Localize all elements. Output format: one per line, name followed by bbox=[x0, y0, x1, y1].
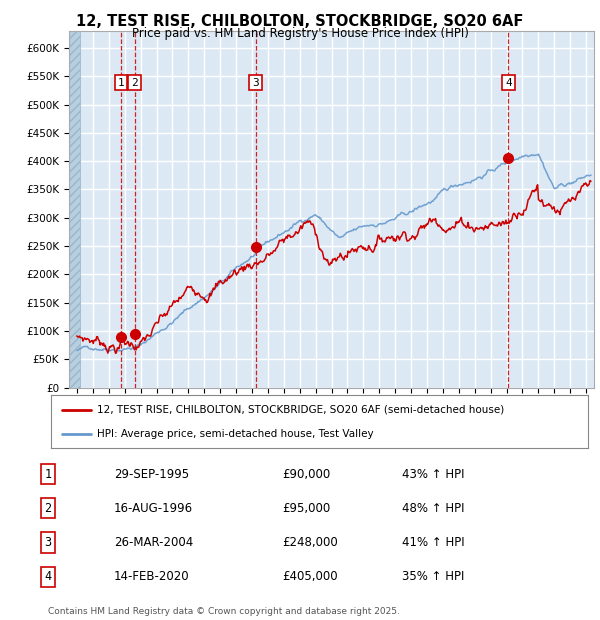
Text: 3: 3 bbox=[44, 536, 52, 549]
Text: 16-AUG-1996: 16-AUG-1996 bbox=[114, 502, 193, 515]
Bar bbox=[69, 25, 80, 388]
Text: 3: 3 bbox=[252, 78, 259, 87]
Text: 43% ↑ HPI: 43% ↑ HPI bbox=[402, 468, 464, 481]
Text: £405,000: £405,000 bbox=[282, 570, 338, 583]
Text: 4: 4 bbox=[505, 78, 512, 87]
Text: 12, TEST RISE, CHILBOLTON, STOCKBRIDGE, SO20 6AF: 12, TEST RISE, CHILBOLTON, STOCKBRIDGE, … bbox=[76, 14, 524, 29]
Text: 2: 2 bbox=[131, 78, 138, 87]
Text: 12, TEST RISE, CHILBOLTON, STOCKBRIDGE, SO20 6AF (semi-detached house): 12, TEST RISE, CHILBOLTON, STOCKBRIDGE, … bbox=[97, 405, 504, 415]
Text: 26-MAR-2004: 26-MAR-2004 bbox=[114, 536, 193, 549]
Text: 48% ↑ HPI: 48% ↑ HPI bbox=[402, 502, 464, 515]
Text: 1: 1 bbox=[118, 78, 124, 87]
Text: £90,000: £90,000 bbox=[282, 468, 330, 481]
Text: 14-FEB-2020: 14-FEB-2020 bbox=[114, 570, 190, 583]
Text: 4: 4 bbox=[44, 570, 52, 583]
Text: Contains HM Land Registry data © Crown copyright and database right 2025.
This d: Contains HM Land Registry data © Crown c… bbox=[48, 608, 400, 620]
Text: 41% ↑ HPI: 41% ↑ HPI bbox=[402, 536, 464, 549]
Text: 1: 1 bbox=[44, 468, 52, 481]
Text: £95,000: £95,000 bbox=[282, 502, 330, 515]
Text: Price paid vs. HM Land Registry's House Price Index (HPI): Price paid vs. HM Land Registry's House … bbox=[131, 27, 469, 40]
Text: 2: 2 bbox=[44, 502, 52, 515]
Text: 29-SEP-1995: 29-SEP-1995 bbox=[114, 468, 189, 481]
Text: £248,000: £248,000 bbox=[282, 536, 338, 549]
Text: 35% ↑ HPI: 35% ↑ HPI bbox=[402, 570, 464, 583]
Text: HPI: Average price, semi-detached house, Test Valley: HPI: Average price, semi-detached house,… bbox=[97, 430, 373, 440]
